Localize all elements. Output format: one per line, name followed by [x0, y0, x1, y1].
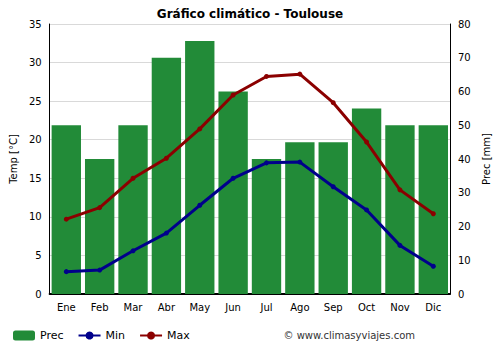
svg-text:Max: Max: [167, 329, 190, 342]
svg-text:50: 50: [458, 120, 471, 131]
svg-text:40: 40: [458, 154, 471, 165]
svg-text:0: 0: [458, 289, 464, 300]
svg-text:Ago: Ago: [290, 302, 309, 313]
svg-text:Jul: Jul: [259, 302, 272, 313]
svg-text:Abr: Abr: [158, 302, 176, 313]
svg-text:Prec [mm]: Prec [mm]: [481, 133, 492, 185]
svg-text:Min: Min: [106, 329, 126, 342]
svg-text:May: May: [189, 302, 210, 313]
svg-text:Sep: Sep: [324, 302, 343, 313]
svg-text:Prec: Prec: [40, 329, 64, 342]
svg-text:10: 10: [29, 211, 42, 222]
svg-text:20: 20: [29, 134, 42, 145]
svg-text:Nov: Nov: [390, 302, 410, 313]
svg-text:Dic: Dic: [425, 302, 441, 313]
svg-text:5: 5: [35, 250, 41, 261]
svg-text:© www.climasyviajes.com: © www.climasyviajes.com: [283, 330, 415, 341]
svg-text:Mar: Mar: [124, 302, 144, 313]
svg-text:25: 25: [29, 96, 42, 107]
svg-text:Feb: Feb: [91, 302, 109, 313]
svg-text:80: 80: [458, 19, 471, 30]
svg-text:Gráfico climático - Toulouse: Gráfico climático - Toulouse: [157, 7, 343, 21]
svg-text:35: 35: [29, 19, 42, 30]
svg-text:30: 30: [458, 187, 471, 198]
svg-text:Temp [°C]: Temp [°C]: [8, 134, 19, 185]
svg-text:30: 30: [29, 57, 42, 68]
svg-text:60: 60: [458, 86, 471, 97]
svg-text:70: 70: [458, 52, 471, 63]
svg-text:10: 10: [458, 255, 471, 266]
svg-text:Ene: Ene: [57, 302, 76, 313]
svg-text:0: 0: [35, 289, 41, 300]
svg-text:Jun: Jun: [224, 302, 241, 313]
svg-text:Oct: Oct: [358, 302, 375, 313]
svg-text:20: 20: [458, 221, 471, 232]
svg-text:15: 15: [29, 173, 42, 184]
